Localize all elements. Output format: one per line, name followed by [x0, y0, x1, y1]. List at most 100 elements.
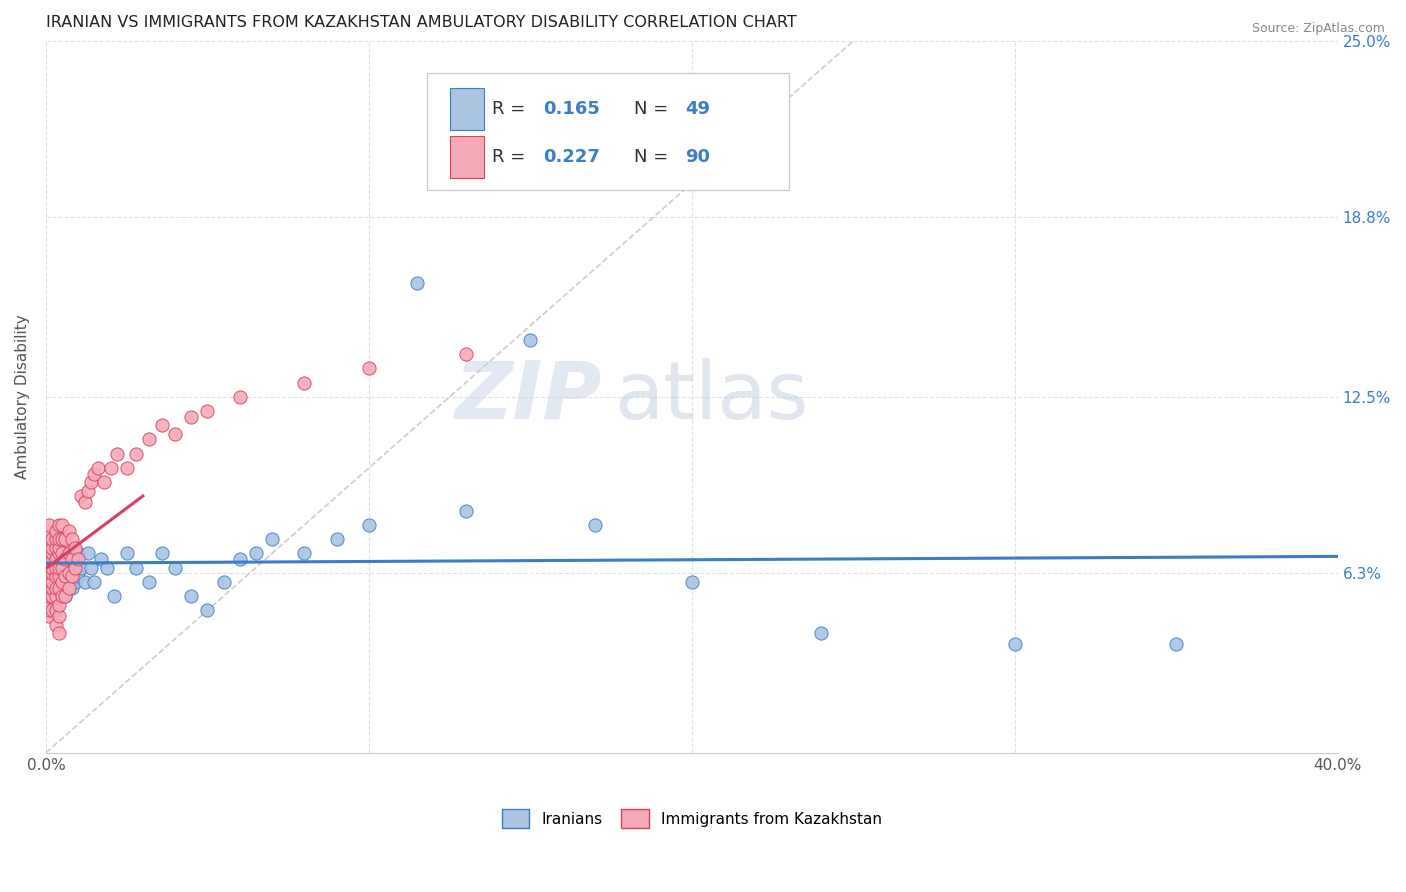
Point: [38, 598, 60, 612]
Point: [38, 574, 60, 589]
Point: [41, 581, 63, 595]
Point: [83, 467, 105, 481]
Point: [60, 552, 83, 566]
Point: [48, 574, 70, 589]
Point: [41, 560, 63, 574]
Point: [810, 626, 832, 640]
Text: atlas: atlas: [614, 358, 808, 436]
Point: [212, 574, 235, 589]
Point: [53, 589, 76, 603]
Point: [63, 541, 86, 555]
Text: 49: 49: [685, 100, 710, 118]
Point: [115, 461, 138, 475]
Point: [38, 589, 60, 603]
Point: [125, 447, 148, 461]
Point: [41, 603, 63, 617]
Point: [51, 552, 73, 566]
Point: [58, 546, 80, 560]
Point: [45, 581, 67, 595]
Point: [38, 603, 60, 617]
Point: [58, 566, 80, 581]
Point: [41, 532, 63, 546]
Point: [60, 581, 83, 595]
Point: [38, 532, 60, 546]
FancyBboxPatch shape: [427, 73, 789, 190]
Point: [45, 560, 67, 574]
Point: [45, 546, 67, 560]
Point: [48, 541, 70, 555]
Point: [41, 603, 63, 617]
Point: [53, 569, 76, 583]
Point: [38, 560, 60, 574]
Text: IRANIAN VS IMMIGRANTS FROM KAZAKHSTAN AMBULATORY DISABILITY CORRELATION CHART: IRANIAN VS IMMIGRANTS FROM KAZAKHSTAN AM…: [46, 15, 797, 30]
Point: [96, 560, 118, 574]
Point: [41, 574, 63, 589]
Point: [48, 581, 70, 595]
Point: [38, 560, 60, 574]
Point: [63, 560, 86, 574]
Text: N =: N =: [634, 148, 673, 167]
Point: [38, 609, 60, 624]
Point: [48, 517, 70, 532]
Point: [38, 517, 60, 532]
Point: [86, 461, 108, 475]
Point: [180, 409, 202, 424]
Point: [60, 569, 83, 583]
Point: [45, 569, 67, 583]
Point: [1004, 638, 1026, 652]
Point: [150, 418, 173, 433]
Point: [51, 532, 73, 546]
Point: [38, 560, 60, 574]
Point: [103, 589, 125, 603]
Point: [73, 574, 96, 589]
Point: [48, 560, 70, 574]
Point: [67, 552, 90, 566]
Point: [63, 574, 86, 589]
Point: [100, 461, 122, 475]
Point: [105, 447, 128, 461]
Point: [138, 574, 160, 589]
Point: [229, 552, 252, 566]
Point: [115, 546, 138, 560]
Point: [51, 581, 73, 595]
Point: [63, 552, 86, 566]
Point: [45, 603, 67, 617]
Point: [38, 524, 60, 538]
Point: [245, 546, 267, 560]
Text: 90: 90: [685, 148, 710, 167]
Point: [80, 560, 103, 574]
Point: [48, 532, 70, 546]
Point: [357, 361, 380, 376]
Point: [165, 560, 187, 574]
Text: R =: R =: [492, 148, 530, 167]
Point: [38, 552, 60, 566]
Point: [41, 560, 63, 574]
Point: [180, 589, 202, 603]
Point: [229, 390, 252, 404]
Point: [45, 589, 67, 603]
Point: [41, 541, 63, 555]
Point: [48, 626, 70, 640]
Point: [38, 589, 60, 603]
Point: [38, 574, 60, 589]
Point: [38, 581, 60, 595]
Point: [60, 560, 83, 574]
Point: [38, 566, 60, 581]
Point: [45, 532, 67, 546]
Point: [197, 603, 219, 617]
Point: [38, 532, 60, 546]
Point: [165, 426, 187, 441]
Point: [38, 546, 60, 560]
Text: N =: N =: [634, 100, 673, 118]
Point: [51, 517, 73, 532]
Point: [519, 333, 541, 347]
Point: [38, 574, 60, 589]
Text: 0.227: 0.227: [543, 148, 600, 167]
Point: [45, 524, 67, 538]
Point: [260, 532, 283, 546]
Point: [51, 574, 73, 589]
Point: [125, 560, 148, 574]
Point: [48, 609, 70, 624]
Point: [77, 483, 100, 498]
Point: [138, 433, 160, 447]
